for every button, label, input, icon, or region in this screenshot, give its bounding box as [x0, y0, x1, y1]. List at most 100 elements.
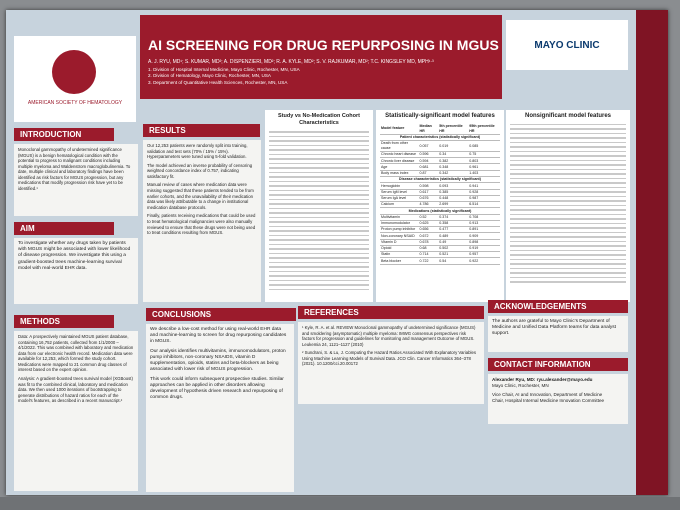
- cell: 0.681: [418, 163, 439, 171]
- side-strip: [636, 10, 668, 495]
- group-label: Patient characteristics (statistically s…: [380, 134, 500, 142]
- cell: 0.676: [418, 195, 439, 203]
- table-line: [269, 239, 369, 241]
- cell: 0.374: [438, 214, 469, 221]
- cell: 0.594: [418, 157, 439, 165]
- table-line: [510, 155, 626, 157]
- paragraph: Finally, patients receiving medications …: [147, 213, 256, 236]
- cell: 0.961: [468, 163, 500, 171]
- cell: 0.093: [438, 182, 469, 190]
- table-body: [510, 123, 626, 283]
- table-row: Non-coronary NSAID 0.672 0.489 0.909: [380, 232, 500, 240]
- table-line: [269, 203, 369, 205]
- cell: Chronic heart disease: [380, 151, 419, 159]
- cell: Proton pump inhibitor: [380, 226, 419, 234]
- cell: 0.617: [418, 189, 439, 196]
- cell: 0.919: [468, 245, 500, 253]
- affiliation: 1. Division of Hospital Internal Medicin…: [148, 67, 300, 72]
- cell: 0.87: [418, 170, 439, 178]
- table-row: Age 0.681 0.348 0.961: [380, 163, 500, 171]
- cell: 0.358: [438, 220, 469, 228]
- cell: 0.348: [438, 163, 469, 171]
- cell: Serum IgA level: [380, 195, 419, 203]
- cell: 0.941: [468, 182, 500, 190]
- contact-line: Mayo Clinic, Rochester, MN: [492, 382, 549, 388]
- cell: 0.54: [438, 257, 469, 265]
- table-line: [510, 204, 626, 207]
- study-table: Study vs No-Medication Cohort Characteri…: [265, 110, 373, 302]
- cell: 6.514: [468, 201, 500, 209]
- table-line: [510, 159, 626, 162]
- table-line: [510, 245, 626, 247]
- cell: 2.699: [438, 201, 469, 209]
- table-line: [269, 131, 369, 133]
- table-line: [269, 149, 369, 151]
- cell: 0.382: [438, 157, 469, 165]
- table-line: [269, 171, 369, 174]
- column-header: Median HR: [418, 123, 439, 135]
- table-line: [510, 200, 626, 202]
- mayo-logo: MAYO CLINIC: [506, 20, 628, 70]
- table-line: [510, 146, 626, 148]
- section-heading: CONCLUSIONS: [146, 308, 296, 321]
- reference: ² Sundrani, S. & Lu, J. Computing the Ha…: [302, 350, 477, 367]
- table-line: [269, 176, 369, 178]
- table-line: [510, 173, 626, 175]
- table-line: [269, 270, 369, 273]
- contact-text: Alexander Ryu, MD: ryu.alexander@mayo.ed…: [488, 374, 628, 424]
- table-line: [269, 189, 369, 192]
- table-line: [510, 276, 626, 279]
- table-row: Serum IgM level 0.617 0.385 0.928: [380, 189, 500, 196]
- group-row: Medications (statistically significant): [380, 207, 500, 215]
- table-line: [269, 230, 369, 232]
- table-row: Chronic heart disease 0.596 0.34 0.75: [380, 151, 500, 159]
- paragraph: The model achieved an inverse probabilit…: [147, 162, 253, 179]
- contact-line: Chair, Hospital Internal Medicine Innova…: [492, 397, 605, 403]
- paragraph: Manual review of cases where medication …: [147, 182, 254, 210]
- cell: 0.678: [418, 239, 439, 246]
- cell: 0.913: [468, 220, 500, 228]
- cell: 0.909: [468, 232, 500, 240]
- table-line: [510, 141, 626, 144]
- table-row: Chronic liver disease 0.594 0.382 0.803: [380, 157, 500, 165]
- table-line: [269, 212, 369, 214]
- table-line: [269, 288, 369, 291]
- section-heading: RESULTS: [143, 124, 260, 137]
- table-line: [510, 218, 626, 220]
- contact-line: Alexander Ryu, MD: ryu.alexander@mayo.ed…: [492, 377, 593, 382]
- cell: Non-coronary NSAID: [380, 232, 419, 240]
- aim-text: To investigate whether any drugs taken b…: [14, 238, 138, 304]
- logo-circle: [52, 50, 96, 94]
- cell: Immunomodulator: [380, 220, 419, 228]
- cell: Chronic liver disease: [380, 157, 419, 165]
- intro-text: Monoclonal gammopathy of undetermined si…: [14, 144, 138, 216]
- paragraph: This work could inform subsequent prospe…: [150, 376, 284, 401]
- cell: 0.891: [468, 226, 500, 234]
- ack-text: The authors are grateful to Mayo Clinic'…: [488, 316, 628, 352]
- table-title: Study vs No-Medication Cohort Characteri…: [278, 113, 360, 127]
- cell: 0.708: [468, 214, 500, 221]
- poster: AMERICAN SOCIETY OF HEMATOLOGY AI SCREEN…: [6, 10, 668, 495]
- cell: Statin: [380, 251, 419, 259]
- table-line: [269, 248, 369, 250]
- table-row: Opioid 0.68 0.502 0.919: [380, 245, 500, 253]
- table-title: Nonsignificant model features: [524, 113, 611, 119]
- section-heading: REFERENCES: [298, 306, 484, 319]
- header-row: Model feature Median HR 5th percentile HR 9…: [380, 123, 500, 135]
- paragraph: Data: A prospectively maintained MGUS pa…: [18, 334, 134, 373]
- table-row: Immunomodulator 0.625 0.358 0.913: [380, 220, 500, 228]
- group-label: Disease characteristics (statistically s…: [380, 176, 500, 184]
- conclusions-text: We describe a low-cost method for using …: [146, 324, 294, 492]
- table-line: [510, 128, 626, 130]
- table-line: [510, 132, 626, 135]
- cell: 0.987: [468, 195, 500, 203]
- table-line: [269, 225, 369, 228]
- cell: 0.75: [468, 151, 500, 159]
- cell: 0.672: [418, 232, 439, 240]
- table-line: [269, 180, 369, 183]
- cell: 0.596: [418, 151, 439, 159]
- table-line: [510, 182, 626, 184]
- methods-text: Data: A prospectively maintained MGUS pa…: [14, 331, 138, 491]
- cell: 0.477: [438, 226, 469, 234]
- cell: Vitamin D: [380, 239, 419, 246]
